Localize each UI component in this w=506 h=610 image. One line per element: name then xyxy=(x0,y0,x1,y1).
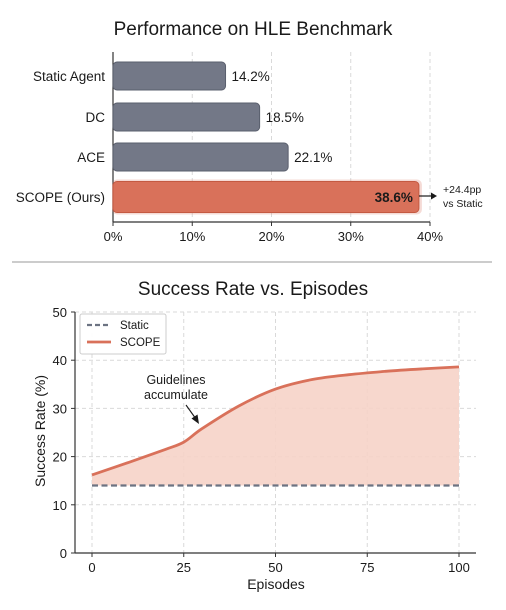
line-chart-title: Success Rate vs. Episodes xyxy=(138,279,368,300)
bar-chart-title: Performance on HLE Benchmark xyxy=(114,19,393,40)
bar-chart: Performance on HLE Benchmark Static Agen… xyxy=(16,19,483,244)
annotation-guidelines-line-1: Guidelines xyxy=(146,373,205,387)
line-y-tick-label: 30 xyxy=(53,401,67,416)
line-x-tick-label: 50 xyxy=(268,560,282,575)
line-y-tick-label: 20 xyxy=(53,450,67,465)
annotation-guidelines-arrowhead xyxy=(191,414,199,424)
line-x-tick-label: 75 xyxy=(360,560,374,575)
bar-category-label: Static Agent xyxy=(33,69,105,84)
scope-series-line xyxy=(91,365,460,477)
legend-static-label: Static xyxy=(120,320,149,332)
line-x-tick-label: 25 xyxy=(177,560,191,575)
bar-value-label: 18.5% xyxy=(266,110,304,125)
bar-value-label: 22.1% xyxy=(294,150,332,165)
annotation-guidelines-line-2: accumulate xyxy=(144,388,208,402)
y-axis-label: Success Rate (%) xyxy=(32,375,48,487)
line-x-tick-label: 0 xyxy=(88,560,95,575)
bar-category-label: DC xyxy=(86,110,106,125)
line-y-tick-label: 40 xyxy=(53,353,67,368)
legend-scope-label: SCOPE xyxy=(120,337,161,349)
line-y-tick-label: 0 xyxy=(60,546,67,561)
annotation-line-1: +24.4pp xyxy=(443,184,481,196)
bar-chart-value-labels: 14.2% 18.5% 22.1% 38.6% xyxy=(232,69,413,205)
x-axis-label: Episodes xyxy=(247,576,305,592)
line-x-tick-label: 100 xyxy=(448,560,470,575)
line-chart-annotation: Guidelines accumulate xyxy=(144,373,208,424)
bar-x-tick-label: 40% xyxy=(417,229,443,244)
bar-value-label: 14.2% xyxy=(232,69,270,84)
bar-chart-category-labels: Static Agent DC ACE SCOPE (Ours) xyxy=(16,69,106,205)
bar-category-label: SCOPE (Ours) xyxy=(16,190,105,205)
bar xyxy=(112,61,227,91)
bar-chart-bars xyxy=(112,61,422,215)
bar-x-tick-label: 20% xyxy=(258,229,284,244)
bar xyxy=(112,142,289,172)
line-chart-x-ticks: 0 25 50 75 100 xyxy=(88,553,470,575)
legend: Static SCOPE xyxy=(79,313,167,355)
line-y-tick-label: 10 xyxy=(53,498,67,513)
line-chart: Success Rate vs. Episodes 0 25 50 75 100 0 10… xyxy=(32,279,476,592)
bar-x-tick-label: 10% xyxy=(179,229,205,244)
bar-chart-x-ticks: 0% 10% 20% 30% 40% xyxy=(104,222,443,244)
line-chart-y-ticks: 0 10 20 30 40 50 xyxy=(53,305,75,561)
bar-category-label: ACE xyxy=(77,150,105,165)
scope-area-fill xyxy=(92,366,459,486)
legend-box xyxy=(79,313,167,355)
bar-x-tick-label: 0% xyxy=(104,229,123,244)
bar xyxy=(112,181,420,213)
annotation-arrowhead xyxy=(431,192,437,200)
bar-chart-annotation: +24.4pp vs Static xyxy=(419,184,483,210)
bar-x-tick-label: 30% xyxy=(338,229,364,244)
annotation-line-2: vs Static xyxy=(443,198,483,210)
line-y-tick-label: 50 xyxy=(53,305,67,320)
bar xyxy=(112,102,261,132)
bar-value-label: 38.6% xyxy=(375,190,413,205)
